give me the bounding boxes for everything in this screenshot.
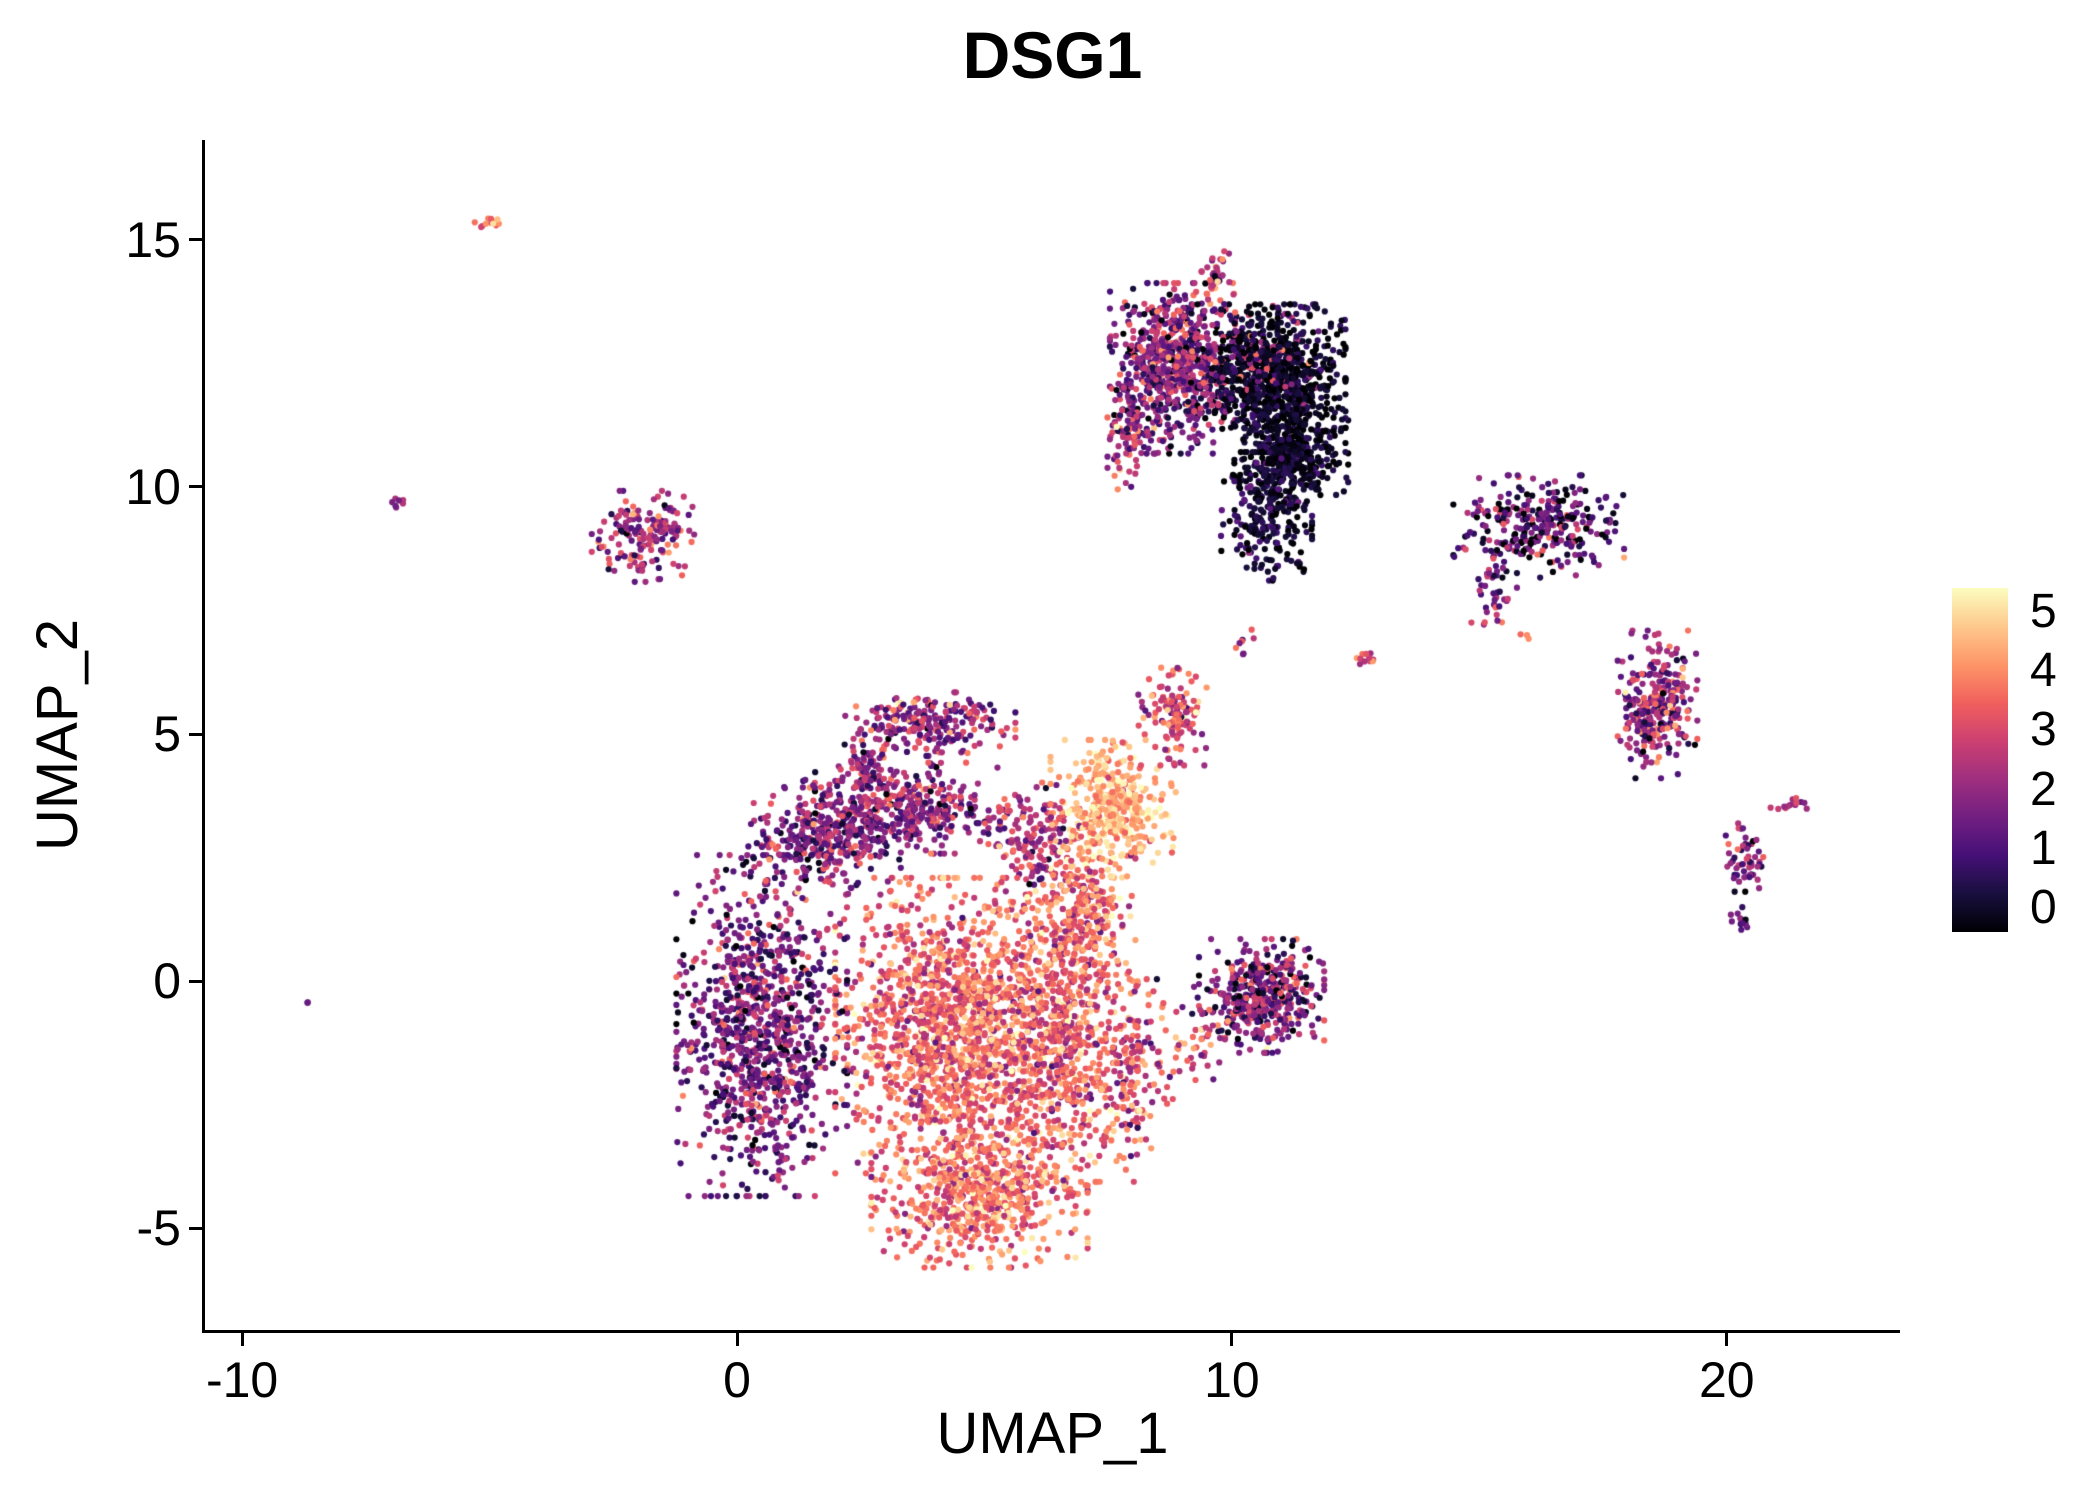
- colorbar-tick-label: 3: [2030, 703, 2057, 757]
- y-tick-mark: [189, 732, 202, 736]
- y-tick-label: 5: [153, 706, 181, 762]
- x-tick-mark: [1230, 1333, 1234, 1346]
- colorbar-tick-label: 5: [2030, 585, 2057, 638]
- y-tick-label: 10: [125, 458, 181, 515]
- x-tick-label: 10: [1204, 1352, 1260, 1408]
- scatter-points: [205, 140, 1900, 1330]
- x-tick-label: 0: [723, 1352, 751, 1408]
- x-tick-label: -10: [205, 1352, 279, 1408]
- plot-area: [202, 140, 1900, 1333]
- colorbar-tick-label: 2: [2030, 762, 2057, 816]
- x-tick-mark: [735, 1333, 739, 1346]
- y-tick-label: 15: [125, 211, 181, 268]
- x-tick-mark: [1725, 1333, 1729, 1346]
- y-tick-label: -5: [136, 1200, 181, 1257]
- y-tick-mark: [189, 485, 202, 489]
- colorbar-tick-label: 1: [2030, 821, 2057, 875]
- colorbar-tick-label: 4: [2030, 644, 2057, 698]
- x-axis-title: UMAP_1: [936, 1401, 1169, 1466]
- plot-title: DSG1: [962, 18, 1143, 92]
- colorbar-tick-label: 0: [2030, 881, 2057, 934]
- x-tick-mark: [240, 1333, 244, 1346]
- x-tick-label: 20: [1698, 1352, 1755, 1408]
- y-tick-label: 0: [153, 953, 181, 1010]
- colorbar-gradient: [1952, 588, 2008, 932]
- y-tick-mark: [189, 979, 202, 983]
- y-tick-mark: [189, 238, 202, 242]
- y-tick-mark: [189, 1226, 202, 1230]
